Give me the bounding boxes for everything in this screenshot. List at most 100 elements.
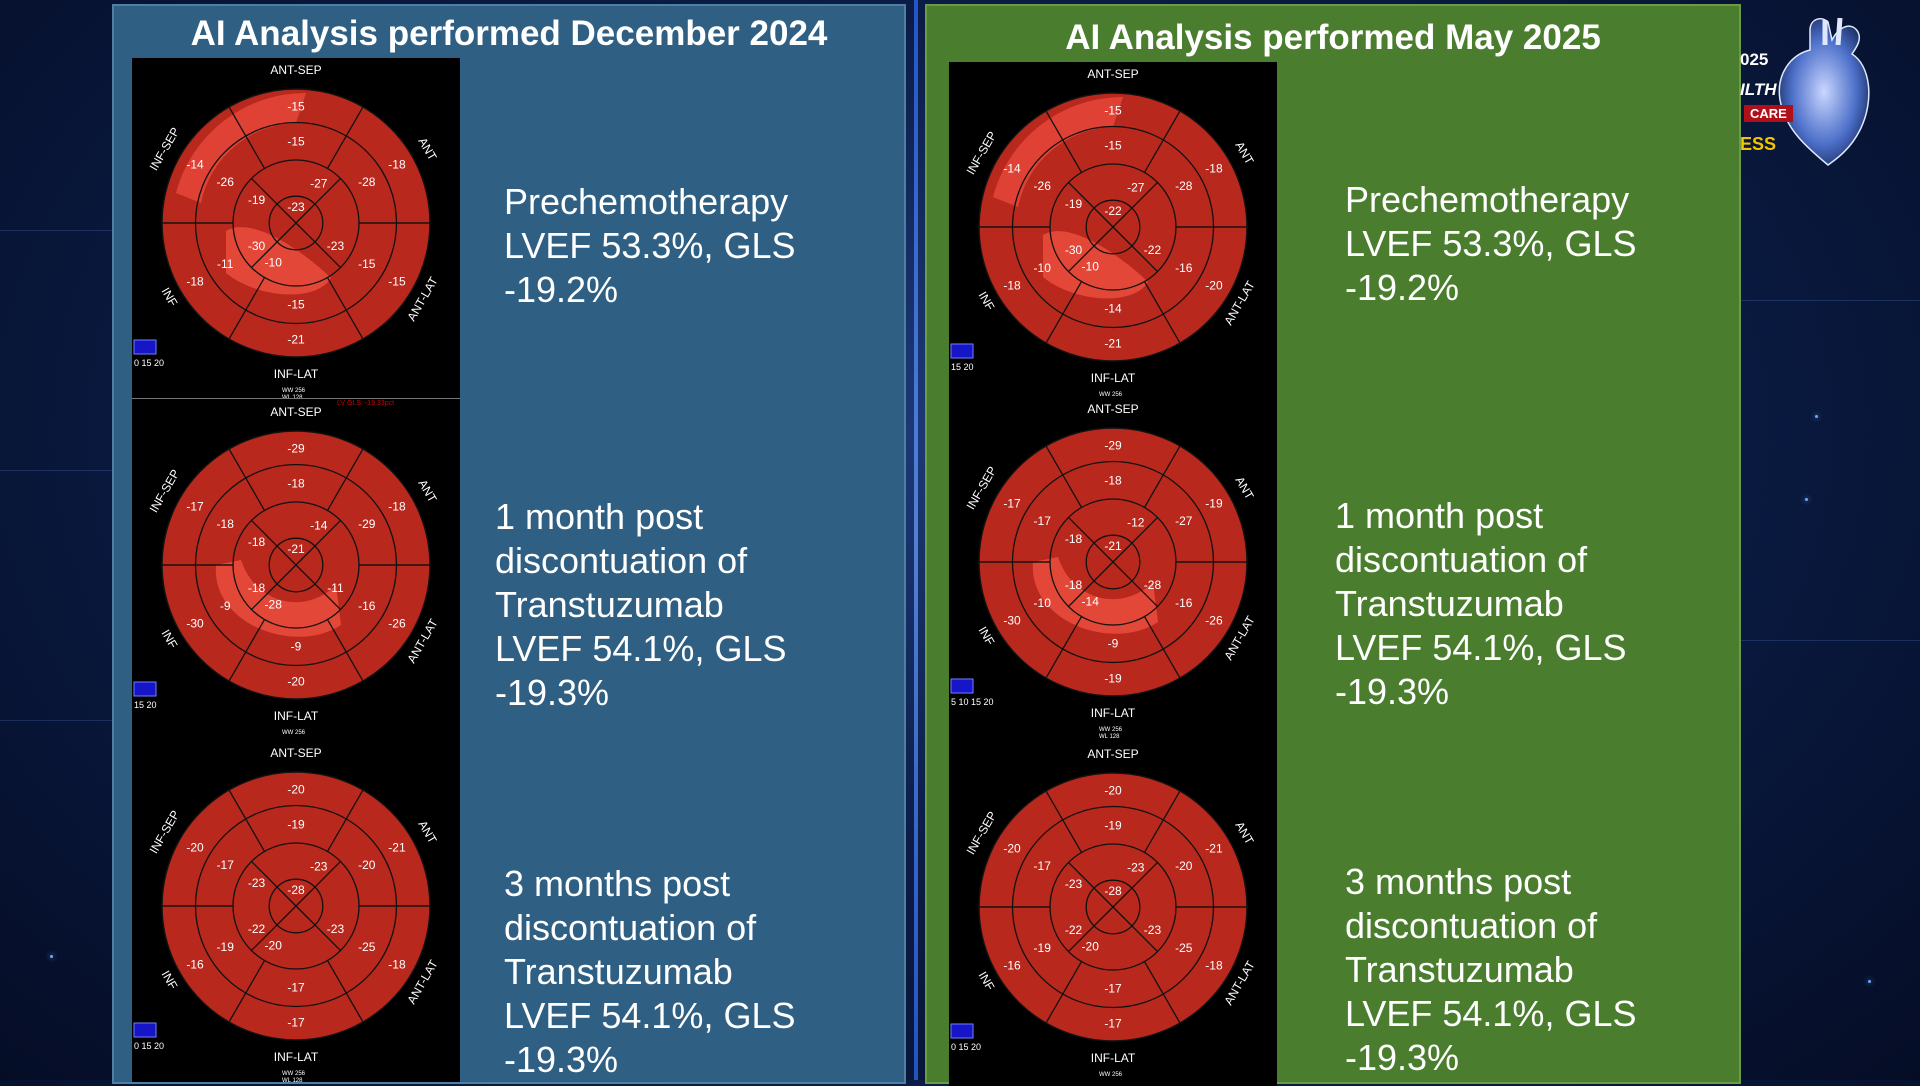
segment-value: -27 <box>1127 181 1145 195</box>
segment-value: -18 <box>388 500 406 514</box>
text-line: -19.3% <box>1345 1037 1460 1078</box>
text-line: -19.3% <box>1335 671 1450 712</box>
segment-value: -18 <box>388 158 406 172</box>
spoke-line <box>1045 110 1083 173</box>
spoke-line <box>1112 906 1158 952</box>
wall-label: INF <box>159 627 181 651</box>
segment-value: -23 <box>287 200 305 214</box>
scale-key <box>133 681 157 697</box>
segment-value: -16 <box>186 957 204 971</box>
strain-highlight <box>176 92 306 203</box>
segment-value: -19 <box>1205 497 1223 511</box>
strain-highlight <box>1032 557 1158 634</box>
segment-value: -9 <box>220 599 231 613</box>
wall-label: ANT <box>1232 139 1256 167</box>
segment-value: -23 <box>310 860 328 874</box>
segment-value: -17 <box>287 1016 305 1030</box>
segment-value: -23 <box>327 922 345 936</box>
text-line: LVEF 54.1%, GLS <box>504 995 796 1036</box>
spoke-line <box>326 960 364 1023</box>
spoke-line <box>1112 517 1158 563</box>
wall-label: ANT-SEP <box>1087 747 1138 761</box>
ring-line <box>268 195 324 251</box>
wall-label: INF-LAT <box>274 1050 319 1064</box>
bullseye-svg: -20-21-18-17-16-20-19-20-25-17-19-17 -23-… <box>133 746 441 1082</box>
wl-label: WL 128 <box>1099 734 1120 738</box>
segment-value: -15 <box>388 274 406 288</box>
segment-value: -28 <box>358 175 376 189</box>
segment-value: -18 <box>248 581 266 595</box>
segment-value: -14 <box>1082 594 1100 608</box>
segment-value: -16 <box>1003 958 1021 972</box>
text-line: 1 month post <box>495 496 704 537</box>
spoke-line <box>1143 616 1181 679</box>
text-line: Prechemotherapy <box>504 181 789 222</box>
spoke-line <box>295 861 341 907</box>
scale-key <box>950 678 974 694</box>
segment-value: -17 <box>1003 497 1021 511</box>
logo-line3: CARE <box>1744 105 1793 122</box>
scale-label: 5 10 15 20 <box>951 697 994 707</box>
left-block-1-month: 1 month post discontuation of Transtuzumab… <box>495 495 825 715</box>
left-bullseye-2: -29 -18 -26 -20 -30 -17 -18 -29 -16 -9 -9 -18 -14 -11… <box>132 400 460 741</box>
spoke-line <box>228 960 266 1023</box>
segment-value: -18 <box>287 476 305 490</box>
wall-label: INF <box>159 285 181 309</box>
strain-highlight <box>1043 231 1148 299</box>
left-panel: AI Analysis performed December 2024 -15-… <box>112 4 906 1084</box>
segment-value: -20 <box>1205 278 1223 292</box>
left-bullseye-column: -15 -18 -15 -21 -18 -14 -15 -28 -15 -15 -11 -26 -27-… <box>132 58 460 1082</box>
bullseye-svg: -15-18-15-21-18-14-15-28-15-15-11-26 -27-… <box>133 63 441 399</box>
spoke-line <box>228 277 266 340</box>
segment-value: -23 <box>327 239 345 253</box>
segment-value: -30 <box>1003 613 1021 627</box>
spoke-line <box>1143 110 1181 173</box>
text-line: Transtuzumab <box>495 584 724 625</box>
segment-value: -29 <box>1104 438 1122 452</box>
ww-label: WW 256 <box>1099 1072 1123 1078</box>
segment-value: -20 <box>1003 842 1021 856</box>
segment-value: -18 <box>1104 473 1122 487</box>
segment-value: -17 <box>287 981 305 995</box>
scale-key <box>950 343 974 359</box>
strain-highlight <box>993 96 1123 207</box>
segment-value: -18 <box>186 274 204 288</box>
text-line: discontuation of <box>495 540 748 581</box>
text-line: -19.2% <box>504 269 619 310</box>
segment-value: -20 <box>1082 939 1100 953</box>
bullseye-svg: -29 -18 -26 -20 -30 -17 -18 -29 -16 -9 -9 -18 -14 -11… <box>133 405 441 736</box>
text-line: LVEF 54.1%, GLS <box>1345 993 1637 1034</box>
ring-line <box>1085 199 1141 255</box>
spoke-line <box>1045 961 1083 1024</box>
segment-value: -20 <box>1104 783 1122 797</box>
spoke-line <box>251 861 297 907</box>
segment-value: -18 <box>1205 162 1223 176</box>
wall-label: INF-LAT <box>1091 706 1136 720</box>
wall-label: INF-LAT <box>1091 1051 1136 1065</box>
wl-label: WL 128 <box>282 395 303 399</box>
text-line: Prechemotherapy <box>1345 179 1630 220</box>
segment-value: -18 <box>1065 578 1083 592</box>
right-panel-title: AI Analysis performed May 2025 <box>1065 18 1601 57</box>
wall-label: ANT-SEP <box>270 63 321 77</box>
spoke-line <box>1143 281 1181 344</box>
spoke-line <box>228 448 266 511</box>
segment-value: -11 <box>327 581 344 595</box>
strain-highlight <box>215 560 341 637</box>
spoke-line <box>228 106 266 169</box>
segment-value: -21 <box>287 333 305 347</box>
wall-label: ANT-SEP <box>270 405 321 419</box>
spoke-line <box>228 619 266 682</box>
scale-label: 0 15 20 <box>951 1042 981 1052</box>
right-block-3-months: 3 months post discontuation of Transtuzuma… <box>1345 860 1675 1080</box>
segment-value: -10 <box>1082 259 1100 273</box>
segment-value: -18 <box>248 535 266 549</box>
spoke-line <box>1112 182 1158 228</box>
logo-year: 025 <box>1740 50 1769 69</box>
segment-value: -15 <box>1104 138 1122 152</box>
ring-line <box>268 878 324 934</box>
ring-line <box>268 537 324 593</box>
segment-value: -14 <box>1003 162 1021 176</box>
segment-value: -18 <box>1065 532 1083 546</box>
text-line: -19.2% <box>1345 267 1460 308</box>
